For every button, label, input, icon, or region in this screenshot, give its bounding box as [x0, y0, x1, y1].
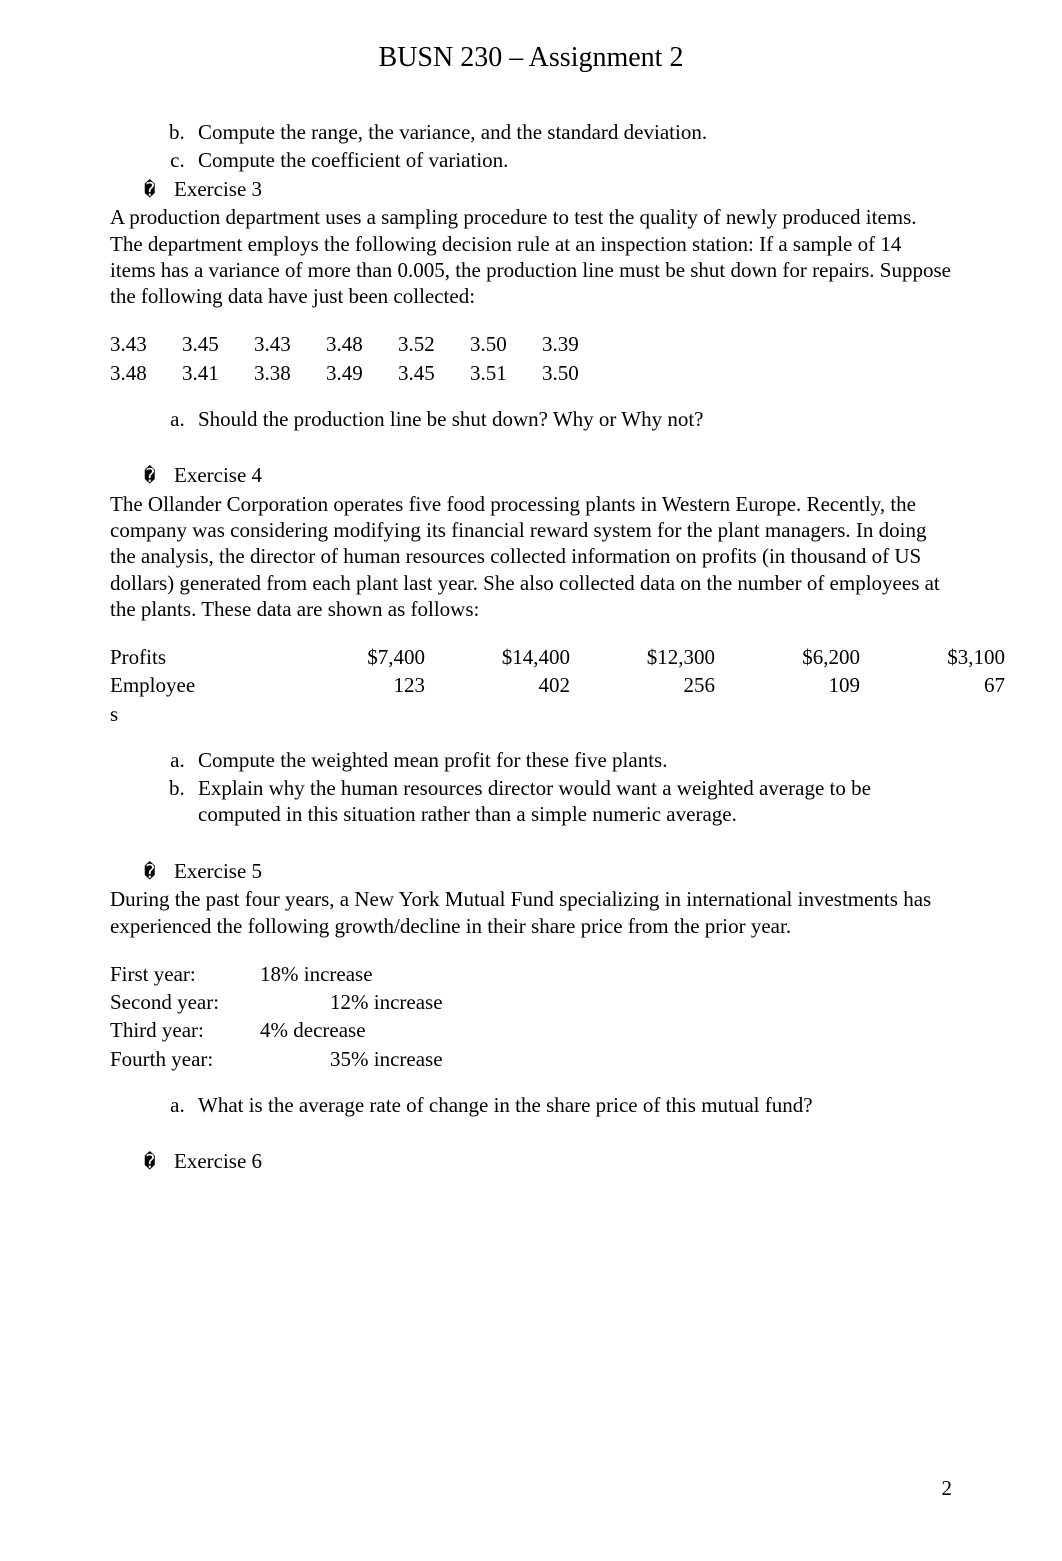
exercise-4-bullet: � Exercise 4 — [144, 462, 952, 489]
exercise-4-heading: Exercise 4 — [174, 462, 262, 488]
bullet-icon: � — [144, 179, 174, 203]
continued-alpha-list: Compute the range, the variance, and the… — [110, 119, 952, 174]
table-row: Employee 123 402 256 109 67 — [110, 672, 952, 698]
bullet-icon: � — [144, 1151, 174, 1175]
item-b: Compute the range, the variance, and the… — [190, 119, 952, 145]
ex4-q-b: Explain why the human resources director… — [190, 775, 952, 828]
exercise-3-bullet: � Exercise 3 — [144, 176, 952, 203]
ex3-q-a: Should the production line be shut down?… — [190, 406, 952, 432]
ex3-data-row-2: 3.48 3.41 3.38 3.49 3.45 3.51 3.50 — [110, 360, 952, 386]
ex4-q-a: Compute the weighted mean profit for the… — [190, 747, 952, 773]
year-row: Third year: 4% decrease — [110, 1017, 952, 1043]
exercise-4-body: The Ollander Corporation operates five f… — [110, 491, 952, 622]
ex4-data-table: Profits $7,400 $14,400 $12,300 $6,200 $3… — [110, 644, 952, 727]
bullet-icon: � — [144, 465, 174, 489]
exercise-3-heading: Exercise 3 — [174, 176, 262, 202]
row-label-employee: Employee — [110, 672, 280, 698]
table-row: s — [110, 701, 952, 727]
item-c: Compute the coefficient of variation. — [190, 147, 952, 173]
exercise-5-heading: Exercise 5 — [174, 858, 262, 884]
year-row: First year: 18% increase — [110, 961, 952, 987]
exercise-6-bullet: � Exercise 6 — [144, 1148, 952, 1175]
exercise-6-heading: Exercise 6 — [174, 1148, 262, 1174]
row-label-employee-s: s — [110, 701, 280, 727]
exercise-3-body: A production department uses a sampling … — [110, 204, 952, 309]
year-row: Fourth year: 35% increase — [110, 1046, 952, 1072]
bullet-icon: � — [144, 861, 174, 885]
page-number: 2 — [942, 1475, 953, 1501]
exercise-5-bullet: � Exercise 5 — [144, 858, 952, 885]
year-row: Second year: 12% increase — [110, 989, 952, 1015]
table-row: Profits $7,400 $14,400 $12,300 $6,200 $3… — [110, 644, 952, 670]
ex5-questions: What is the average rate of change in th… — [110, 1092, 952, 1118]
ex3-questions: Should the production line be shut down?… — [110, 406, 952, 432]
exercise-5-body: During the past four years, a New York M… — [110, 886, 952, 939]
ex5-years-block: First year: 18% increase Second year: 12… — [110, 961, 952, 1072]
ex4-questions: Compute the weighted mean profit for the… — [110, 747, 952, 828]
row-label-profits: Profits — [110, 644, 280, 670]
document-title: BUSN 230 – Assignment 2 — [110, 40, 952, 75]
ex5-q-a: What is the average rate of change in th… — [190, 1092, 952, 1118]
ex3-data-row-1: 3.43 3.45 3.43 3.48 3.52 3.50 3.39 — [110, 331, 952, 357]
